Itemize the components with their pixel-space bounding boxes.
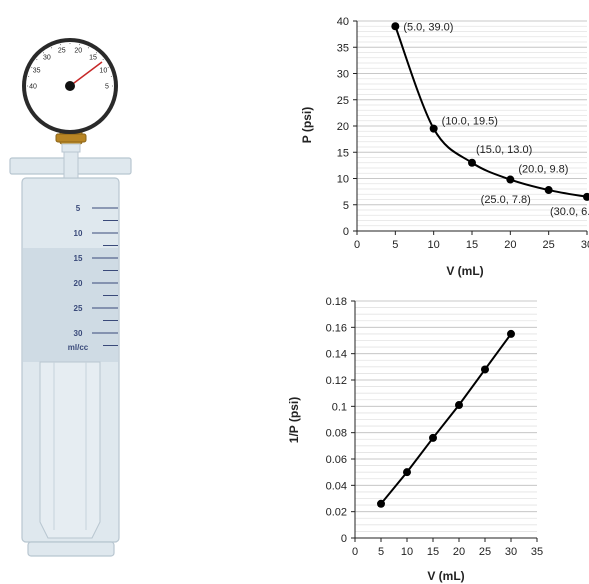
chart1-axes: 0 5 10 15 20 25 30 0 5 10 15 20 25 30 35 40	[337, 16, 589, 251]
gauge-label: 20	[74, 47, 82, 54]
data-point	[583, 192, 589, 201]
x-tick-label: 25	[479, 546, 491, 558]
point-label: (20.0, 9.8)	[518, 164, 568, 176]
gauge-label: 35	[33, 67, 41, 74]
chart2-axes: 0 5 10 15 20 25 30 35 0 0.02 0.04 0.06 0.08 0.1 0.12 0.…	[326, 296, 544, 558]
y-tick-label: 25	[337, 95, 349, 107]
inverse-pressure-volume-chart: 0 5 10 15 20 25 30 35 0 0.02 0.04 0.06 0.08 0.1 0.12 0.…	[287, 296, 543, 583]
syringe-scale-label: 20	[74, 279, 83, 288]
x-tick-label: 5	[378, 546, 384, 558]
data-point	[403, 468, 411, 477]
syringe-gas-region	[23, 248, 118, 362]
x-tick-label: 10	[401, 546, 413, 558]
gauge-label: 40	[29, 84, 37, 91]
data-point	[429, 433, 437, 442]
chart2-series	[377, 329, 515, 508]
chart2-xlabel: V (mL)	[427, 569, 464, 583]
syringe-scale-label: 10	[74, 229, 83, 238]
y-tick-label: 20	[337, 121, 349, 133]
gauge-label: 5	[105, 84, 109, 91]
data-point	[506, 175, 515, 184]
pressure-volume-chart: 0 5 10 15 20 25 30 0 5 10 15 20 25 30 35 40 (5.0, 39.0)…	[300, 16, 589, 278]
chart2-ylabel: 1/P (psi)	[287, 397, 301, 443]
y-tick-label: 0.14	[326, 349, 347, 361]
x-tick-label: 20	[453, 546, 465, 558]
syringe-scale-label: 30	[74, 329, 83, 338]
x-tick-label: 25	[543, 239, 555, 251]
y-tick-label: 30	[337, 69, 349, 81]
y-tick-label: 40	[337, 16, 349, 28]
y-tick-label: 0.08	[326, 428, 347, 440]
gauge-label: 10	[99, 67, 107, 74]
y-tick-label: 0	[341, 533, 347, 545]
x-tick-label: 30	[581, 239, 589, 251]
syringe-plunger	[39, 361, 101, 539]
data-point	[377, 499, 385, 508]
y-tick-label: 5	[343, 200, 349, 212]
point-label: (10.0, 19.5)	[442, 116, 498, 128]
y-tick-label: 0.02	[326, 507, 347, 519]
data-point	[481, 365, 489, 374]
chart1-xlabel: V (mL)	[446, 264, 483, 278]
chart1-series: (5.0, 39.0) (10.0, 19.5) (15.0, 13.0) (20.0…	[391, 21, 589, 218]
syringe-scale: 5 10 15 20 25 30	[74, 204, 118, 346]
data-point	[429, 124, 438, 133]
gauge-label: 30	[43, 55, 51, 62]
point-label: (30.0, 6.5)	[550, 206, 589, 218]
point-label: (25.0, 7.8)	[481, 194, 531, 206]
y-tick-label: 0.18	[326, 296, 347, 308]
data-point	[468, 158, 476, 167]
chart2-grid	[355, 300, 537, 539]
y-tick-label: 10	[337, 174, 349, 186]
x-tick-label: 15	[427, 546, 439, 558]
data-point	[455, 401, 463, 410]
gauge-label: 25	[58, 47, 66, 54]
y-tick-label: 0.04	[326, 480, 347, 492]
syringe-scale-label: 5	[76, 204, 81, 213]
y-tick-label: 35	[337, 42, 349, 54]
y-tick-label: 0	[343, 226, 349, 238]
y-tick-label: 0.06	[326, 454, 347, 466]
x-tick-label: 30	[505, 546, 517, 558]
data-point	[391, 22, 400, 31]
syringe-scale-label: 25	[74, 304, 83, 313]
syringe-plunger-base	[27, 541, 115, 557]
syringe-scale-label: 15	[74, 254, 83, 263]
data-point	[544, 186, 553, 195]
x-tick-label: 20	[504, 239, 516, 251]
x-tick-label: 0	[352, 546, 358, 558]
x-tick-label: 5	[392, 239, 398, 251]
y-tick-label: 0.12	[326, 375, 347, 387]
x-tick-label: 0	[354, 239, 360, 251]
gauge-needle	[69, 61, 103, 87]
chart1-ylabel: P (psi)	[300, 107, 314, 143]
syringe-unit-label: ml/cc	[68, 343, 89, 352]
x-tick-label: 15	[466, 239, 478, 251]
series-line	[380, 333, 512, 505]
x-tick-label: 10	[428, 239, 440, 251]
point-label: (15.0, 13.0)	[476, 144, 532, 156]
x-tick-label: 35	[531, 546, 543, 558]
gauge-label: 15	[89, 55, 97, 62]
y-tick-label: 0.16	[326, 322, 347, 334]
y-tick-label: 0.1	[332, 401, 347, 413]
gauge-hub	[65, 81, 75, 91]
point-label: (5.0, 39.0)	[403, 21, 453, 33]
y-tick-label: 15	[337, 147, 349, 159]
data-point	[507, 329, 515, 338]
